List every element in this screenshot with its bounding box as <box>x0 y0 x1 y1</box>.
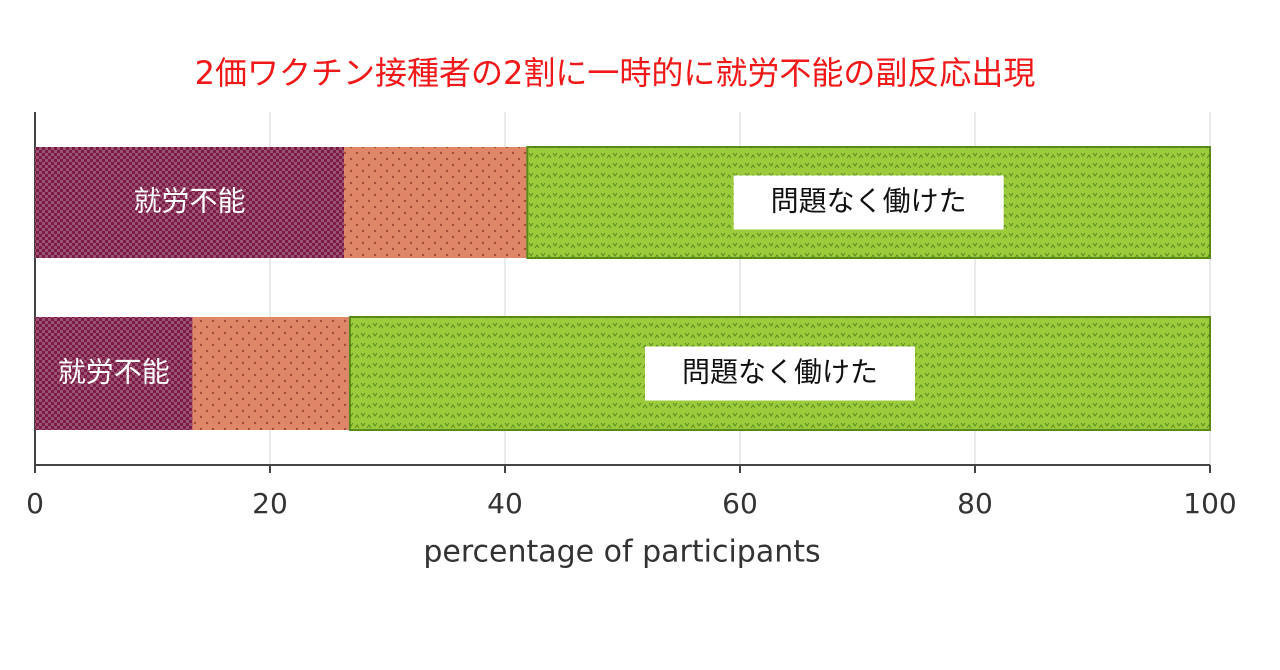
texture <box>35 147 345 258</box>
segment-label: 問題なく働けた <box>771 185 967 218</box>
label-box <box>644 346 915 401</box>
x-axis-label: percentage of participants <box>423 535 820 570</box>
x-tick-label: 80 <box>957 487 993 520</box>
label-box <box>733 175 1004 230</box>
x-tick-label: 60 <box>722 487 758 520</box>
texture <box>344 147 528 258</box>
x-tick-label: 20 <box>252 487 288 520</box>
x-tick-label: 100 <box>1183 487 1236 520</box>
segment-label: 就労不能 <box>134 185 246 218</box>
texture <box>35 317 193 430</box>
chart-title: 2価ワクチン接種者の2割に一時的に就労不能の副反応出現 <box>195 54 1036 92</box>
x-tick-label: 40 <box>487 487 523 520</box>
x-tick-label: 0 <box>26 487 44 520</box>
texture <box>192 317 350 430</box>
segment-label: 就労不能 <box>58 356 170 389</box>
segment-label: 問題なく働けた <box>682 356 878 389</box>
